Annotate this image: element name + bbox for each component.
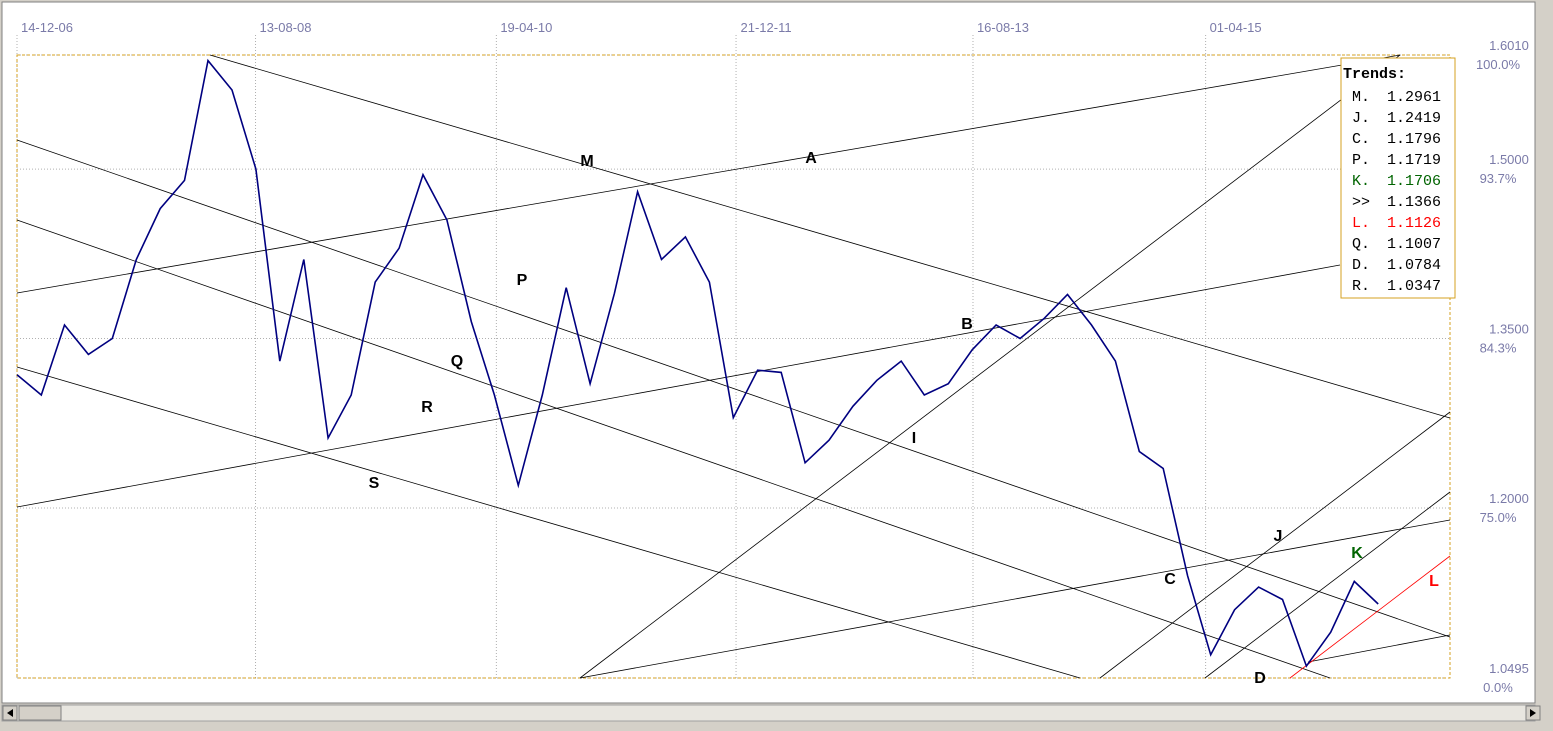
x-tick-label: 13-08-08	[259, 20, 311, 35]
trend-value: 1.2961	[1387, 89, 1441, 106]
annotation: M	[580, 153, 593, 170]
trend-value: 1.0347	[1387, 278, 1441, 295]
grid: 14-12-06 13-08-08 19-04-10 21-12-11 16-08-13…	[16, 20, 1529, 695]
trend-value: 1.1706	[1387, 173, 1441, 190]
annotation: B	[961, 316, 973, 333]
trends-title: Trends:	[1343, 66, 1406, 83]
scroll-track[interactable]	[1, 704, 1536, 722]
trend-label: K.	[1352, 173, 1370, 190]
chart-background	[1, 1, 1536, 704]
x-tick-label: 14-12-06	[21, 20, 73, 35]
scroll-thumb[interactable]	[18, 705, 62, 721]
annotation: C	[1164, 571, 1176, 588]
side-frame	[1537, 2, 1551, 703]
y-tick-label: 1.6010	[1489, 38, 1529, 53]
y-tick-label: 1.2000	[1489, 491, 1529, 506]
y-tick-label: 1.5000	[1489, 152, 1529, 167]
trend-line	[579, 54, 1401, 679]
annotation: P	[517, 272, 528, 289]
trend-line	[1204, 491, 1451, 679]
x-tick-label: 01-04-15	[1210, 20, 1262, 35]
arrow-right	[1530, 709, 1536, 717]
trend-label: J.	[1352, 110, 1370, 127]
y-tick-percent: 84.3%	[1480, 341, 1517, 356]
annotation: J	[1274, 528, 1283, 545]
trend-line-red	[1289, 555, 1451, 679]
annotation: K	[1351, 545, 1363, 562]
trend-value: 1.1366	[1387, 194, 1441, 211]
trend-line	[16, 366, 1081, 679]
y-tick-percent: 0.0%	[1483, 680, 1513, 695]
trend-value: 1.1007	[1387, 236, 1441, 253]
trend-line	[16, 219, 1331, 679]
annotation: S	[369, 475, 380, 492]
x-tick-label: 16-08-13	[977, 20, 1029, 35]
x-tick-label: 19-04-10	[500, 20, 552, 35]
arrow-left	[7, 709, 13, 717]
plot-border	[16, 54, 1451, 679]
trend-line	[209, 54, 1451, 419]
trend-value: 1.1719	[1387, 152, 1441, 169]
annotation: A	[805, 150, 817, 167]
trend-label: D.	[1352, 257, 1370, 274]
y-tick-label: 1.3500	[1489, 322, 1529, 337]
price-plot	[16, 58, 1379, 668]
trend-line	[16, 54, 1401, 294]
y-tick-percent: 93.7%	[1480, 171, 1517, 186]
trend-value: 1.0784	[1387, 257, 1441, 274]
trends-panel	[1340, 57, 1456, 299]
annotation: Q	[451, 353, 463, 370]
annotation: I	[912, 430, 916, 447]
trends-box: Trends: M. 1.2961 J. 1.2419 C. 1.1796 P. 1.1719…	[1340, 57, 1456, 299]
annotation: R	[421, 399, 433, 416]
trend-line	[16, 264, 1341, 508]
trend-label: R.	[1352, 278, 1370, 295]
trend-line	[579, 519, 1451, 679]
trend-label: C.	[1352, 131, 1370, 148]
trend-label: P.	[1352, 152, 1370, 169]
annotations: M A P Q R S B I C J K L D	[369, 150, 1439, 687]
y-tick-percent: 100.0%	[1476, 57, 1521, 72]
trend-line	[1099, 411, 1451, 679]
trend-label: M.	[1352, 89, 1370, 106]
scrollbar	[1, 704, 1541, 722]
trend-label: Q.	[1352, 236, 1370, 253]
trend-label: L.	[1352, 215, 1370, 232]
trend-label: >>	[1352, 194, 1370, 211]
trend-value: 1.2419	[1387, 110, 1441, 127]
trend-value: 1.1126	[1387, 215, 1441, 232]
trends-list: M. 1.2961 J. 1.2419 C. 1.1796 P. 1.1719 K. 1.1706…	[1352, 89, 1441, 295]
price-line	[16, 58, 1379, 668]
trend-line	[1307, 634, 1451, 663]
y-tick-percent: 75.0%	[1480, 510, 1517, 525]
x-tick-label: 21-12-11	[741, 20, 792, 35]
annotation: L	[1429, 573, 1439, 590]
trend-lines	[16, 54, 1451, 679]
trend-value: 1.1796	[1387, 131, 1441, 148]
annotation: D	[1254, 670, 1266, 687]
trend-line	[16, 139, 1451, 638]
y-tick-label: 1.0495	[1489, 661, 1529, 676]
